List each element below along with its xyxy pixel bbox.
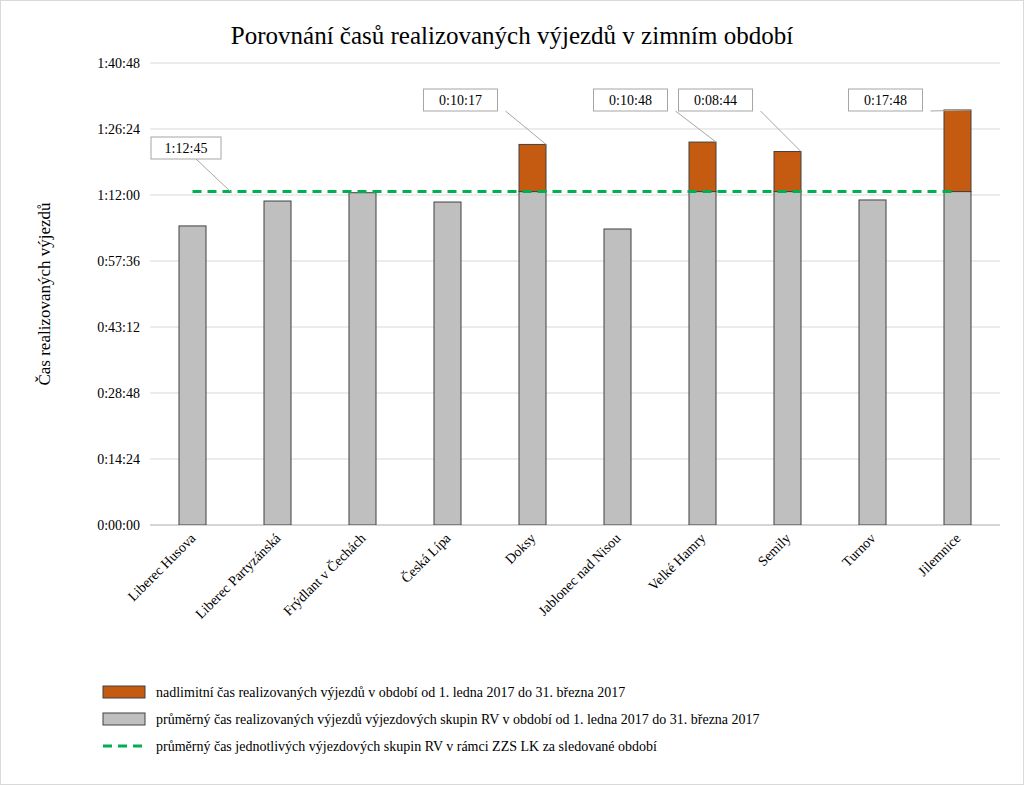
bar [519, 192, 546, 525]
average-line [193, 190, 958, 193]
leader-line [676, 111, 717, 142]
bar [944, 110, 971, 192]
x-tick-label: Jablonec nad Nisou [535, 531, 623, 619]
x-tick-label: Česká Lípa [397, 529, 454, 586]
leader-line [506, 111, 547, 144]
grid-line [150, 63, 1000, 64]
x-tick-label: Frýdlant v Čechách [280, 530, 369, 619]
chart: Porovnání časů realizovaných výjezdů v z… [0, 0, 1024, 785]
bar [689, 142, 716, 192]
bar [944, 192, 971, 525]
bar [859, 200, 886, 525]
bar [689, 192, 716, 525]
legend: nadlimitní čas realizovaných výjezdů v o… [103, 685, 760, 754]
data-labels: 0:10:17 0:10:48 0:08:44 0:17:48 [424, 89, 972, 152]
marks [179, 110, 971, 525]
y-tick-label: 0:14:24 [97, 452, 140, 467]
legend-swatch [103, 686, 145, 698]
y-tick-label: 1:12:00 [97, 188, 140, 203]
bar [774, 152, 801, 192]
data-label: 0:17:48 [864, 93, 907, 108]
x-tick-label: Semily [755, 531, 794, 570]
x-tick-label: Jilemnice [915, 531, 964, 580]
annotation-leader [196, 159, 231, 192]
bar [264, 201, 291, 525]
y-tick-label: 0:28:48 [97, 386, 140, 401]
data-label-box [594, 89, 668, 111]
bar [434, 202, 461, 525]
legend-label: průměrný čas realizovaných výjezdů výjez… [156, 712, 760, 727]
legend-label: průměrný čas jednotlivých výjezdových sk… [156, 739, 657, 754]
leader-line [931, 110, 972, 111]
y-tick-label: 0:43:12 [97, 320, 140, 335]
legend-swatch [103, 713, 145, 725]
data-label: 0:10:48 [609, 93, 652, 108]
grid-line [150, 129, 1000, 130]
background [1, 1, 1024, 785]
data-label-box [424, 89, 498, 111]
y-tick-label: 0:00:00 [97, 518, 140, 533]
data-label: 0:08:44 [694, 93, 737, 108]
bar [179, 226, 206, 525]
data-label: 0:10:17 [439, 93, 482, 108]
annotation-box [151, 137, 221, 159]
data-label-box [679, 89, 753, 111]
x-tick-label: Turnov [839, 531, 878, 570]
bar [349, 193, 376, 525]
data-label-box [849, 89, 923, 111]
y-axis-title: Čas realizovaných výjezdů [35, 202, 54, 386]
title: Porovnání časů realizovaných výjezdů v z… [231, 22, 793, 49]
annotation: 1:12:45 [165, 141, 208, 156]
grid-line [150, 195, 1000, 196]
leader-line [761, 111, 802, 152]
x-tick-label: Doksy [502, 531, 538, 567]
legend-swatch [103, 745, 145, 748]
x-tick-label: Liberec Husova [125, 530, 199, 604]
x-tick-label: Velké Hamry [646, 531, 709, 594]
bar [519, 144, 546, 191]
x-tick-label: Liberec Partyzánská [192, 530, 284, 622]
legend-label: nadlimitní čas realizovaných výjezdů v o… [156, 685, 625, 700]
y-tick-label: 0:57:36 [97, 254, 140, 269]
bar [774, 192, 801, 525]
y-tick-label: 1:40:48 [97, 56, 140, 71]
y-tick-label: 1:26:24 [97, 122, 140, 137]
bar [604, 229, 631, 525]
